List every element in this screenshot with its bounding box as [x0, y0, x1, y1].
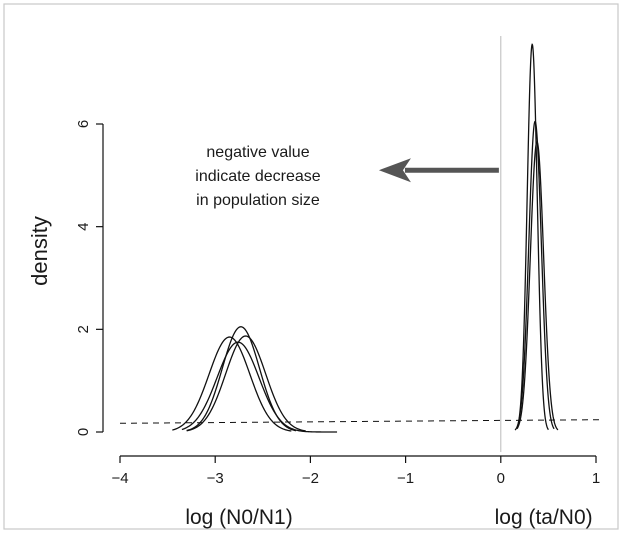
x-axis-label-left: log (N0/N1): [185, 506, 292, 529]
arrow-head: [378, 158, 411, 183]
annotation-line-1: negative value: [206, 144, 309, 161]
annotation-line-2: indicate decrease: [195, 168, 321, 185]
density-curve-3: [186, 335, 306, 432]
x-tick-label: −3: [207, 470, 224, 487]
annotation-line-3: in population size: [196, 192, 320, 209]
x-tick-label: −4: [111, 470, 128, 487]
density-curve-5: [516, 43, 549, 431]
y-tick-label: 6: [75, 120, 92, 128]
chart-border: [3, 3, 619, 530]
x-tick-label: 1: [592, 470, 600, 487]
chart-marks: [119, 36, 601, 452]
y-tick-label: 2: [75, 325, 92, 333]
x-tick-label: −2: [302, 470, 319, 487]
y-axis-label: density: [27, 216, 52, 286]
x-tick-label: 0: [497, 470, 505, 487]
density-curve-7: [516, 141, 559, 431]
chart-labels: density log (N0/N1) log (ta/N0) negative…: [27, 144, 593, 529]
axes: −4 −3 −2 −1 0 1 0 2 4 6: [75, 120, 600, 487]
y-tick-label: 0: [75, 428, 92, 436]
density-curve-6: [514, 120, 555, 431]
x-tick-label: −1: [397, 470, 414, 487]
x-axis-label-right: log (ta/N0): [495, 506, 593, 529]
y-tick-label: 4: [75, 222, 92, 230]
density-curve-4: [181, 341, 338, 433]
